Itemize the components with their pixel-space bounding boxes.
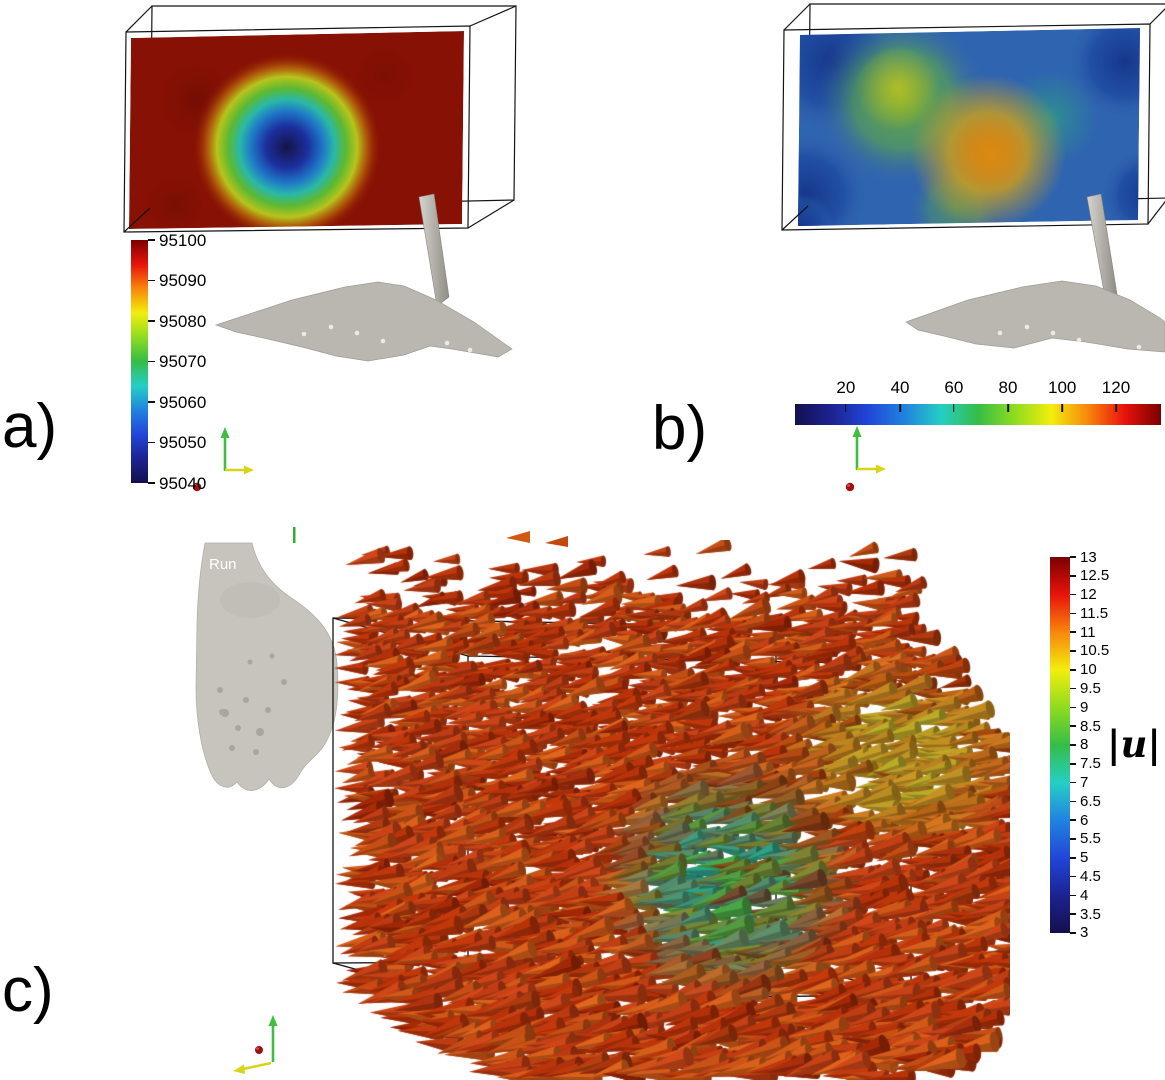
colorbar-velocity: 13 12.5 12 11.5 11 10.5 10 9.5 9 8.5 8 7.5 7 6.5 6 5.5 5… xyxy=(1050,550,1109,940)
run-button[interactable]: Run xyxy=(209,556,237,573)
colorbar-tick-mark xyxy=(1115,404,1117,412)
panel-c-label: c) xyxy=(2,956,54,1025)
orientation-axes-b xyxy=(845,426,886,492)
drone-body xyxy=(214,281,513,362)
colorbar-pressure: 95100 95090 95080 95070 95060 95050 95040 xyxy=(131,232,206,492)
drone-render-a xyxy=(214,193,513,362)
panel-a-label: a) xyxy=(2,392,58,461)
colorbar-tick-mark xyxy=(899,404,901,412)
green-axis-arrow xyxy=(220,427,230,438)
panel-a-outline-box-front xyxy=(123,5,517,233)
vector-glyph-field xyxy=(300,540,1010,1080)
velocity-magnitude-label: |u| xyxy=(1107,722,1161,766)
drone-holes xyxy=(997,324,1142,350)
panel-b-scalar-slice xyxy=(798,28,1140,226)
colorbar-tick-mark xyxy=(1007,404,1009,412)
colorbar-tick-label: 20 xyxy=(836,378,856,397)
yellow-axis-arrow xyxy=(876,464,886,474)
colorbar-turbulence-labels: 20 40 60 80 100 120 xyxy=(795,378,1161,398)
orientation-axes-c xyxy=(233,1015,278,1074)
colorbar-velocity-gradient xyxy=(1050,557,1070,933)
colorbar-tick-label: 40 xyxy=(890,378,910,397)
panel-b-outline-box-front xyxy=(781,3,1165,231)
colorbar-tick-mark xyxy=(1061,404,1063,412)
colorbar-tick-label: 60 xyxy=(944,378,964,397)
orientation-axes-a xyxy=(192,427,254,492)
colorbar-velocity-ticks: 13 12.5 12 11.5 11 10.5 10 9.5 9 8.5 8 7.5 7 6.5 6 5.5 5… xyxy=(1070,550,1109,940)
colorbar-tick-mark xyxy=(953,404,955,412)
green-axis-arrow xyxy=(852,426,862,437)
yellow-axis-arrow xyxy=(244,465,254,475)
propeller-blade xyxy=(418,193,450,307)
colorbar-turbulence: 20 40 60 80 100 120 xyxy=(795,378,1161,426)
panel-a-pressure-slice xyxy=(129,31,464,229)
colorbar-turbulence-gradient xyxy=(795,404,1161,425)
colorbar-tick-mark xyxy=(845,404,847,412)
drone-render-b xyxy=(905,193,1165,353)
propeller-blade xyxy=(1086,193,1118,304)
drone-body xyxy=(905,280,1165,353)
panel-b-label: b) xyxy=(652,394,708,463)
yellow-axis-arrow xyxy=(233,1064,245,1074)
drone-holes xyxy=(217,653,287,755)
drone-holes xyxy=(301,324,473,353)
colorbar-tick-label: 100 xyxy=(1047,378,1077,397)
green-axis-arrow xyxy=(268,1015,278,1026)
colorbar-tick-label: 80 xyxy=(998,378,1018,397)
red-axis-dot xyxy=(845,482,855,492)
colorbar-pressure-ticks: 95100 95090 95080 95070 95060 95050 95040 xyxy=(148,232,206,492)
red-axis-dot xyxy=(255,1046,263,1054)
colorbar-tick-label: 120 xyxy=(1101,378,1131,397)
colorbar-pressure-gradient xyxy=(131,240,148,483)
